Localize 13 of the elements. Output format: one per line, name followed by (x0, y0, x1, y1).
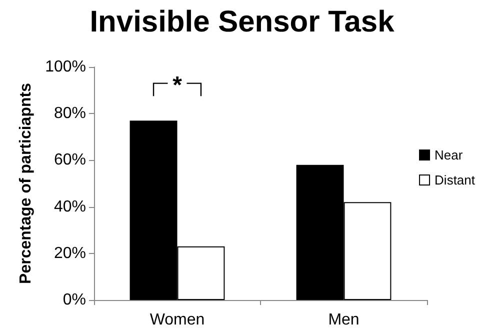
y-tick-label: 40% (54, 198, 86, 216)
legend-label: Near (434, 148, 464, 162)
annotation: * (172, 72, 182, 100)
y-tick-label: 20% (54, 244, 86, 262)
chart-title: Invisible Sensor Task (90, 6, 395, 38)
x-tick-label: Women (150, 312, 205, 328)
y-tick-label: 100% (45, 58, 86, 76)
y-tick-label: 60% (54, 152, 86, 169)
x-tick-label: Men (328, 312, 360, 328)
y-tick-label: 80% (54, 105, 86, 122)
y-axis-title: Percentage of particiapnts (18, 82, 35, 284)
y-tick-label: 0% (62, 292, 86, 308)
legend-label: Distant (434, 172, 476, 188)
